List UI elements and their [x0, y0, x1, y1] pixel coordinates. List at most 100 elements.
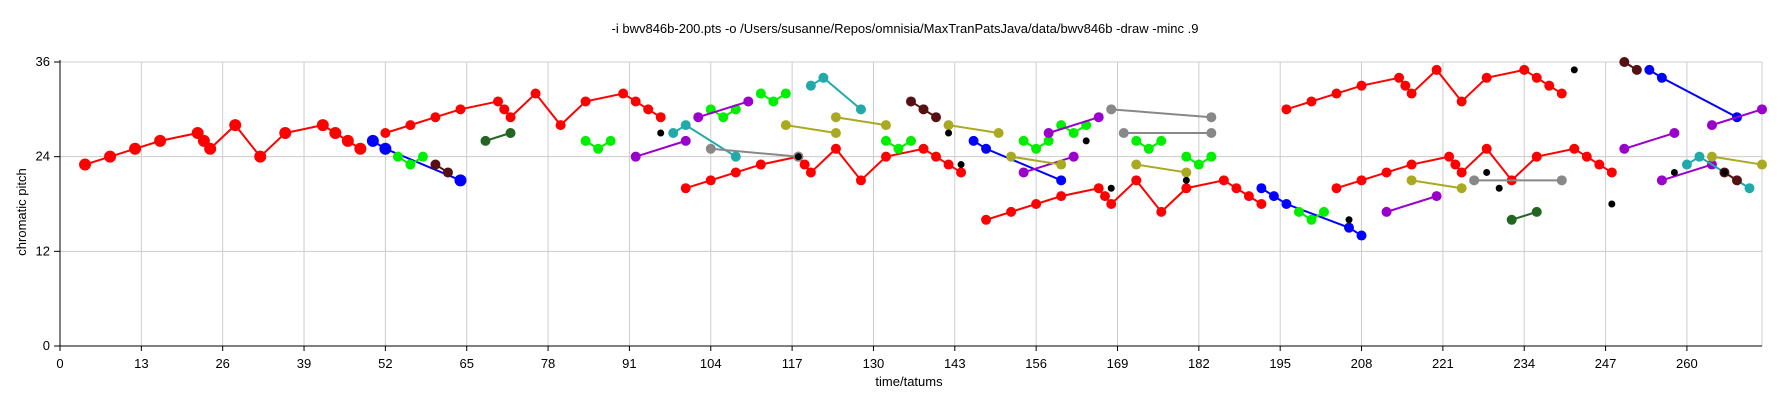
series-line	[635, 139, 687, 158]
data-point	[1182, 176, 1190, 184]
data-point	[1670, 168, 1678, 176]
data-point	[1093, 112, 1104, 123]
pattern-series	[1281, 64, 1567, 115]
data-point	[499, 104, 510, 115]
series-line	[948, 124, 999, 134]
data-point	[1281, 104, 1292, 115]
pattern-series	[430, 159, 453, 178]
data-point	[1306, 96, 1317, 107]
data-point	[229, 119, 242, 132]
x-tick-label: 13	[134, 356, 148, 371]
x-tick-label: 234	[1513, 356, 1535, 371]
pattern-series	[830, 112, 891, 131]
data-point	[1106, 199, 1117, 209]
data-point	[279, 127, 292, 139]
data-point	[480, 135, 491, 146]
pattern-series	[906, 96, 942, 123]
data-point	[830, 112, 841, 123]
data-point	[1345, 216, 1353, 224]
series-line	[1111, 108, 1212, 119]
data-point	[354, 142, 367, 155]
series-line	[697, 100, 749, 119]
data-point	[1519, 64, 1530, 75]
series-line	[810, 76, 862, 111]
data-point	[1031, 199, 1042, 209]
data-point	[981, 143, 992, 154]
data-point	[454, 174, 467, 187]
data-point	[957, 161, 965, 169]
data-point	[630, 151, 641, 162]
data-point	[780, 120, 791, 131]
data-point	[1018, 135, 1029, 146]
data-point	[1356, 80, 1367, 91]
pattern-series	[1131, 135, 1167, 154]
data-point	[530, 88, 541, 99]
x-tick-label: 195	[1269, 356, 1291, 371]
data-point	[1056, 191, 1067, 202]
x-tick-label: 91	[622, 356, 636, 371]
data-point	[455, 104, 466, 115]
data-point	[1406, 88, 1417, 99]
data-point	[1456, 96, 1467, 107]
data-point	[1456, 167, 1467, 178]
data-point	[830, 143, 841, 154]
series-line	[1136, 163, 1187, 174]
pattern-series	[981, 175, 1267, 225]
data-point	[968, 135, 979, 146]
series-line	[685, 147, 962, 190]
data-point	[855, 104, 866, 115]
data-point	[680, 120, 691, 131]
pattern-series	[1644, 64, 1742, 123]
data-point	[1483, 168, 1491, 176]
data-point	[1043, 128, 1054, 138]
pattern-series	[1256, 183, 1367, 241]
data-point	[1099, 191, 1110, 202]
pattern-series	[680, 143, 967, 194]
data-point	[799, 159, 810, 170]
series-line	[1711, 155, 1763, 166]
series-line	[785, 124, 837, 134]
data-point	[993, 128, 1004, 138]
data-point	[505, 112, 516, 123]
pattern-series	[1331, 143, 1617, 194]
data-point	[204, 142, 217, 155]
data-point	[1156, 206, 1167, 217]
data-point	[1318, 206, 1329, 217]
data-point	[830, 128, 841, 138]
data-point	[379, 142, 392, 155]
data-point	[1544, 80, 1555, 91]
data-point	[1243, 191, 1254, 202]
series-line	[1411, 179, 1462, 190]
x-tick-label: 78	[541, 356, 555, 371]
y-tick-label: 36	[36, 54, 50, 69]
data-point	[493, 96, 504, 107]
data-point	[1706, 120, 1717, 131]
data-point	[1456, 183, 1467, 194]
data-point	[154, 134, 167, 147]
pattern-series	[943, 120, 1004, 138]
pattern-series	[79, 119, 367, 171]
series-line	[835, 116, 887, 127]
data-point	[705, 175, 716, 186]
data-point	[1381, 206, 1392, 217]
data-point	[943, 120, 954, 131]
data-point	[1193, 159, 1204, 170]
data-point	[1406, 159, 1417, 170]
data-point	[1331, 88, 1342, 99]
y-axis-label: chromatic pitch	[14, 168, 29, 255]
pattern-series	[1131, 159, 1192, 178]
x-tick-label: 169	[1107, 356, 1129, 371]
data-point	[79, 158, 92, 171]
pattern-series	[392, 151, 428, 170]
data-point	[1381, 167, 1392, 178]
data-point	[1570, 66, 1578, 74]
data-point	[768, 96, 779, 107]
data-point	[1531, 72, 1542, 83]
data-point	[129, 142, 142, 155]
series-line	[1661, 163, 1713, 182]
data-point	[1556, 88, 1567, 99]
data-point	[755, 88, 766, 99]
pattern-series	[755, 88, 791, 107]
pattern-series	[1706, 104, 1767, 131]
data-point	[254, 150, 267, 163]
